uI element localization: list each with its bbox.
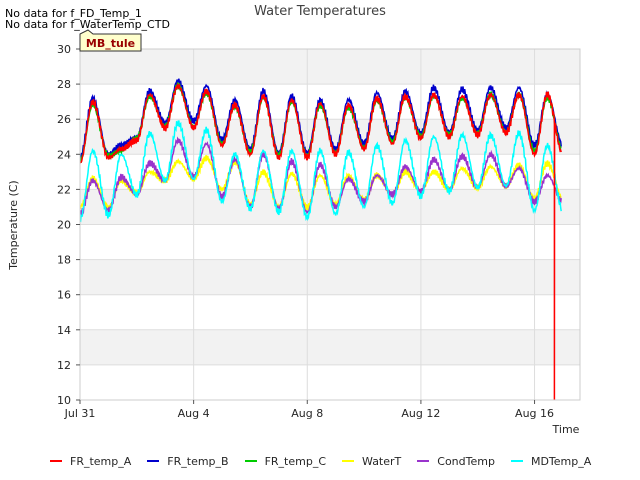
no-data-note-1: No data for f_FD_Temp_1 [5,7,142,20]
legend-item-MDTemp_A: MDTemp_A [510,452,592,470]
y-tick-label: 28 [57,78,71,91]
legend-item-WaterT: WaterT [342,452,401,470]
y-tick-label: 18 [57,254,71,267]
grid-band [80,259,580,295]
badge-label: MB_tule [86,37,135,50]
x-tick-label: Aug 8 [291,407,323,420]
legend-swatch [417,460,430,462]
y-tick-label: 26 [57,113,71,126]
y-tick-label: 10 [57,394,71,407]
grid-band [80,49,580,85]
badge-box [79,29,142,52]
legend-item-CondTemp: CondTemp [417,452,495,470]
legend-label: WaterT [362,454,402,468]
y-tick-label: 24 [57,148,71,161]
series-line-FR_temp_B [80,78,562,161]
x-axis-label: Time [552,423,580,436]
legend-swatch [50,460,62,462]
y-tick-label: 30 [57,43,71,56]
x-tick-label: Aug 16 [515,407,554,420]
legend-swatch [510,460,523,462]
legend-item-FR_temp_B: FR_temp_B [147,452,229,470]
y-tick-label: 22 [57,183,71,196]
legend-item-FR_temp_C: FR_temp_C [244,452,327,470]
legend-label: FR_temp_A [70,454,132,468]
x-tick-label: Aug 4 [178,407,210,420]
legend-label: CondTemp [437,454,495,468]
series-line-MDTemp_A [80,120,562,223]
y-axis-label: Temperature (C) [7,180,20,270]
legend-label: MDTemp_A [530,454,592,468]
grid-band [80,329,580,365]
x-tick-label: Jul 31 [64,407,96,420]
y-tick-label: 16 [57,289,71,302]
legend-item-FR_temp_A: FR_temp_A [50,452,131,470]
y-tick-label: 14 [57,324,71,337]
legend-label: FR_temp_C [264,454,327,468]
x-tick-label: Aug 12 [401,407,440,420]
y-tick-label: 12 [57,359,71,372]
legend-label: FR_temp_B [167,454,229,468]
site-badge: MB_tule [79,29,142,52]
y-tick-label: 20 [57,219,71,232]
no-data-note-2: No data for f_WaterTemp_CTD [5,18,170,31]
legend-swatch [244,460,257,462]
legend-swatch [342,460,355,462]
series-line-FR_temp_A [80,82,562,400]
legend-swatch [147,460,160,462]
chart-title: Water Temperatures [254,4,386,19]
legend: FR_temp_A FR_temp_B FR_temp_C WaterT CondTem… [50,452,610,470]
